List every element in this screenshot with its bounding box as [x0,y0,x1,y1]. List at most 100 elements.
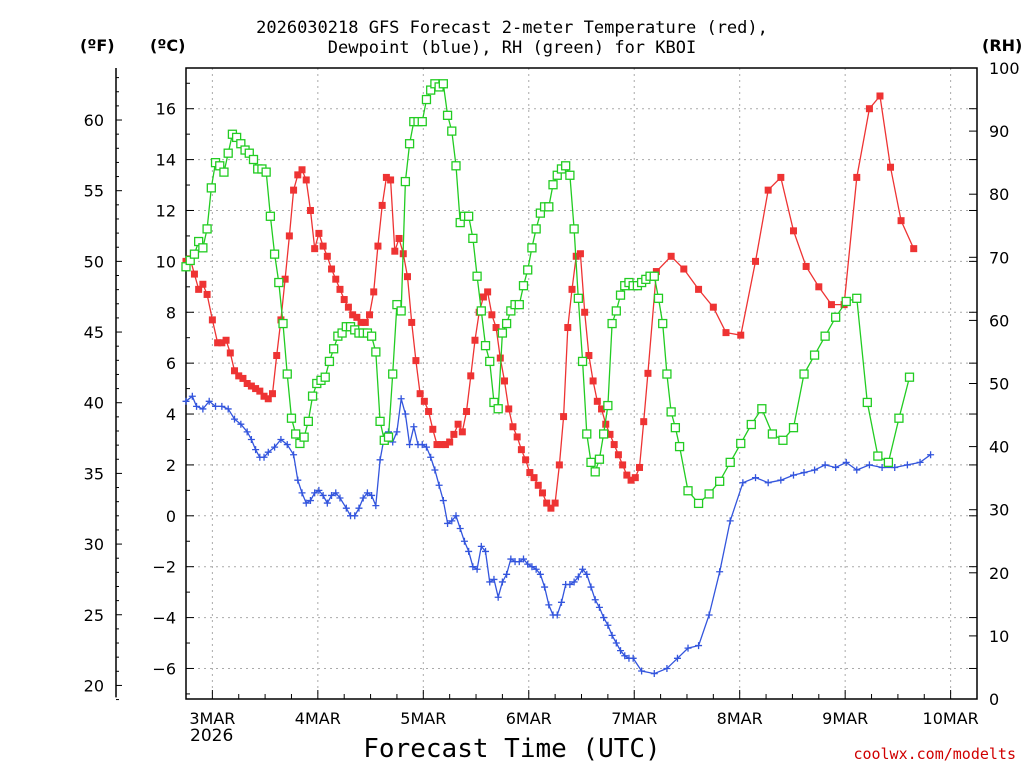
rh-point [303,416,313,427]
temperature-point [231,367,239,375]
rh-point [400,176,411,187]
temperature-point [260,392,268,400]
dewpoint-point [306,497,314,505]
temperature-point [235,372,243,380]
rh-point [291,429,301,439]
rh-point [715,476,725,486]
dewpoint-point [264,448,272,456]
temperature-point [576,250,584,258]
dewpoint-point [617,647,625,655]
rh-point [286,413,297,423]
temperature-point [619,461,627,469]
dewpoint-point [695,642,703,650]
x-tick-label: 10MAR [923,709,979,728]
temperature-point [479,293,487,301]
temperature-point [547,504,555,512]
temperature-point [471,336,479,344]
rh-point [265,211,276,221]
dewpoint-point [435,481,443,489]
dewpoint-point [494,593,502,601]
rh-point [206,183,216,193]
rh-tick-label: 70 [989,248,1009,267]
temperature-point [853,173,861,181]
dewpoint-point [486,578,494,586]
dewpoint-point [199,405,207,413]
dewpoint-point [444,519,452,527]
rh-point [852,293,862,303]
dewpoint-point [252,446,260,454]
temperature-point [374,242,382,250]
rh-point [674,441,685,452]
dewpoint-point [319,491,327,499]
rh-point [371,347,381,357]
fahrenheit-unit-label: (ºF) [80,36,115,55]
dewpoint-point [332,489,340,497]
dewpoint-point [604,621,612,629]
temperature-point [226,349,234,357]
rh-point [366,331,377,341]
temperature-point [865,105,873,113]
dewpoint-point [205,397,213,405]
temperature-point [496,354,504,362]
rh-point [514,299,524,310]
rh-point [862,397,872,408]
rh-point [223,148,233,158]
rh-point [590,467,600,477]
celsius-tick-label: 10 [156,252,176,271]
temperature-point [208,316,216,324]
temperature-point [551,499,559,507]
temperature-point [446,438,454,446]
temperature-point [332,275,340,283]
rh-point [278,318,288,329]
rh-tick-label: 80 [989,185,1009,204]
dewpoint-point [579,565,587,573]
dewpoint-point [638,667,646,675]
rh-point [438,79,448,89]
rh-point [615,290,626,300]
dewpoint-point [612,639,620,647]
temperature-point [614,451,622,459]
dewpoint-point [302,499,310,507]
rh-point [404,139,415,149]
temperature-point [403,273,411,281]
dewpoint-point [271,443,279,451]
fahrenheit-tick-label: 60 [84,111,104,130]
temperature-point [378,201,386,209]
rh-point [485,356,495,367]
temperature-point [910,245,918,253]
fahrenheit-tick-label: 50 [84,252,104,271]
dewpoint-point [811,466,819,474]
rh-tick-label: 60 [989,311,1009,330]
rh-point [757,404,767,414]
temperature-point [652,268,660,276]
dewpoint-point [469,563,477,571]
temperature-point [598,405,606,413]
temperature-point [458,428,466,436]
dewpoint-point [460,537,468,545]
dewpoint-point [891,463,899,471]
rh-point [725,457,735,468]
rh-point [202,224,212,234]
temperature-point [222,336,230,344]
dewpoint-point [439,497,447,505]
temperature-point [382,173,390,181]
rh-point [904,372,915,382]
rh-point [383,432,394,442]
temperature-point [505,405,513,413]
rh-point [442,110,453,120]
rh-point [658,318,668,329]
temperature-point [290,186,298,194]
dewpoint-point [351,512,359,520]
rh-tick-label: 90 [989,122,1009,141]
dewpoint-point [673,654,681,662]
rh-point [248,154,259,165]
rh-point [649,271,659,281]
rh-point [598,429,609,439]
temperature-point [581,308,589,316]
dewpoint-point [650,670,658,678]
temperature-point [627,476,635,484]
credit-link[interactable]: coolwx.com/modelts [853,745,1016,763]
temperature-point [636,463,644,471]
dewpoint-point [503,570,511,578]
